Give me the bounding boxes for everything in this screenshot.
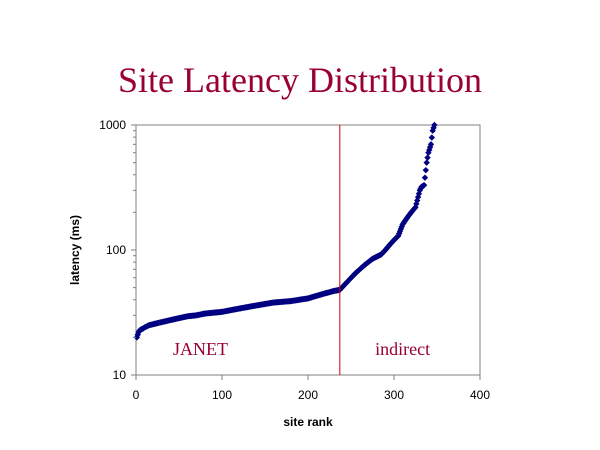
x-tick-label: 300: [384, 388, 404, 402]
data-point: [134, 331, 141, 338]
x-axis-title: site rank: [283, 415, 333, 429]
data-point: [426, 143, 434, 151]
x-tick-label: 100: [212, 388, 232, 402]
data-points: [133, 121, 438, 341]
data-point: [428, 134, 436, 141]
y-tick-label: 1000: [99, 118, 126, 132]
data-point: [421, 174, 429, 181]
page-title: Site Latency Distribution: [118, 60, 482, 100]
y-tick-label: 100: [106, 243, 126, 257]
x-tick-label: 200: [298, 388, 318, 402]
y-axis-title: latency (ms): [68, 215, 82, 285]
data-point: [422, 166, 430, 174]
annotation-indirect: indirect: [375, 339, 430, 359]
x-tick-label: 400: [470, 388, 490, 402]
y-tick-label: 10: [113, 368, 127, 382]
data-point: [423, 159, 430, 166]
x-tick-label: 0: [133, 388, 140, 402]
data-point: [424, 154, 431, 161]
data-point: [420, 181, 428, 189]
data-point: [431, 121, 438, 129]
axes: 0 100 200 300 400 10 100 1000: [99, 118, 490, 402]
data-point: [427, 141, 435, 148]
annotation-janet: JANET: [173, 339, 228, 359]
